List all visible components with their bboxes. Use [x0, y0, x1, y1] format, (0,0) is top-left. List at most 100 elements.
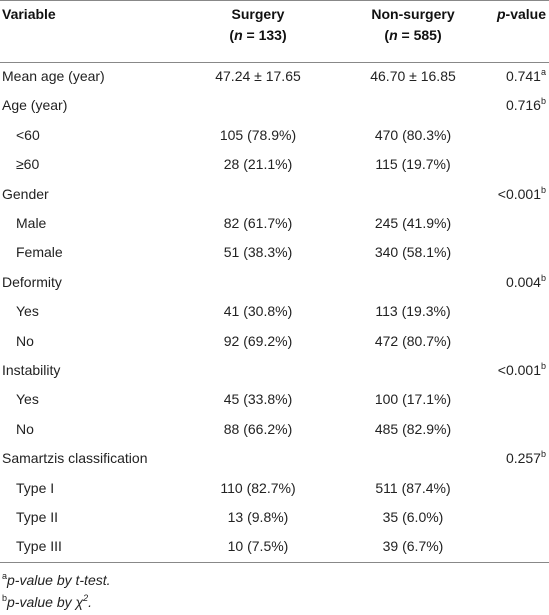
cell-value: 113 (19.3%)	[313, 302, 513, 320]
header-text: n	[234, 27, 243, 43]
cell-text: No	[16, 332, 34, 349]
cell-text: Instability	[2, 362, 61, 378]
cell-text: 0.741	[505, 68, 541, 84]
cell-text: 100 (17.1%)	[374, 391, 452, 408]
cell-text: 88 (66.2%)	[223, 420, 293, 437]
header-cell: Variable	[2, 5, 56, 23]
cell-text: 0.257	[505, 450, 541, 467]
cell-text: 47.24 ± 17.65	[215, 68, 301, 84]
cell-value: 0.741a	[506, 67, 546, 85]
header-text: (	[384, 27, 390, 43]
footnote-text: .	[88, 594, 93, 610]
cell-text: 472 (80.7%)	[374, 332, 452, 349]
footnote: ap-value by t-test.	[2, 571, 111, 589]
cell-text: Type II	[16, 509, 59, 525]
footnote-text: p-value by χ	[7, 594, 84, 610]
cell-value: <0.001b	[498, 185, 546, 203]
row-label: No	[16, 332, 34, 350]
cell-value: 47.24 ± 17.65	[158, 67, 358, 85]
row-label: Type I	[16, 479, 54, 497]
cell-value: 0.004b	[506, 273, 546, 291]
cell-text: Samartzis classification	[2, 450, 148, 467]
cell-text: <0.001	[497, 185, 541, 202]
header-text: p	[496, 6, 506, 22]
footnote-text: b	[2, 593, 8, 603]
cell-text: 10 (7.5%)	[227, 538, 289, 555]
bottom-rule	[0, 562, 549, 563]
cell-text: 35 (6.0%)	[382, 509, 444, 525]
cell-text: 28 (21.1%)	[223, 156, 293, 173]
cell-text: 485 (82.9%)	[374, 420, 452, 437]
cell-text: Mean age (year)	[2, 68, 105, 84]
cell-value: 51 (38.3%)	[158, 243, 358, 261]
footnote-text: 2	[83, 593, 89, 603]
row-label: <60	[16, 126, 40, 144]
cell-text: 82 (61.7%)	[223, 215, 293, 231]
cell-text: 46.70 ± 16.85	[370, 68, 456, 84]
row-label: Yes	[16, 390, 39, 408]
row-label: Instability	[2, 361, 60, 379]
footnote-mark: b	[540, 361, 546, 371]
header-text: Variable	[2, 6, 56, 22]
cell-value: 0.716b	[506, 96, 546, 114]
cell-value: 470 (80.3%)	[313, 126, 513, 144]
cell-value: 485 (82.9%)	[313, 420, 513, 438]
cell-value: 105 (78.9%)	[158, 126, 358, 144]
cell-text: 105 (78.9%)	[219, 126, 297, 143]
cell-value: 472 (80.7%)	[313, 332, 513, 350]
row-label: Female	[16, 243, 63, 261]
header-rule	[0, 62, 549, 63]
cell-text: Yes	[16, 391, 39, 408]
cell-text: <0.001	[497, 362, 541, 378]
cell-value: 35 (6.0%)	[313, 508, 513, 526]
cell-value: 45 (33.8%)	[158, 390, 358, 408]
footnote-text: a	[2, 571, 8, 581]
footnote-mark: b	[540, 449, 546, 460]
cell-value: 115 (19.7%)	[313, 155, 513, 173]
header-text: -value	[505, 6, 546, 22]
top-rule	[0, 0, 549, 1]
header-cell: Surgery	[158, 5, 358, 23]
cell-text: 0.716	[505, 97, 541, 114]
footnote-mark: a	[540, 67, 546, 77]
cell-text: 511 (87.4%)	[375, 479, 451, 496]
row-label: Gender	[2, 185, 49, 203]
header-text: Surgery	[231, 6, 285, 22]
cell-text: <60	[16, 126, 40, 143]
cell-value: 110 (82.7%)	[158, 479, 358, 497]
row-label: ≥60	[16, 155, 39, 173]
cell-text: Gender	[2, 185, 49, 202]
cell-text: Type I	[16, 479, 55, 496]
header-text: n	[389, 27, 398, 43]
row-label: Type III	[16, 537, 62, 555]
cell-text: 39 (6.7%)	[382, 538, 444, 555]
cell-value: <0.001b	[498, 361, 546, 379]
cell-value: 28 (21.1%)	[158, 155, 358, 173]
cell-value: 82 (61.7%)	[158, 214, 358, 232]
cell-text: 92 (69.2%)	[223, 332, 293, 349]
cell-text: 110 (82.7%)	[220, 479, 296, 496]
cell-value: 511 (87.4%)	[313, 479, 513, 497]
row-label: Male	[16, 214, 46, 232]
cell-value: 340 (58.1%)	[313, 243, 513, 261]
header-text: (	[229, 27, 235, 43]
cell-value: 0.257b	[506, 449, 546, 467]
footnote-mark: b	[540, 96, 546, 107]
cell-text: Yes	[16, 303, 39, 320]
cell-value: 10 (7.5%)	[158, 537, 358, 555]
cell-text: Type III	[16, 538, 62, 555]
cell-value: 13 (9.8%)	[158, 508, 358, 526]
cell-text: 113 (19.3%)	[375, 303, 451, 320]
cell-text: Female	[16, 244, 63, 261]
cell-text: 13 (9.8%)	[227, 509, 289, 525]
cell-value: 88 (66.2%)	[158, 420, 358, 438]
header-cell: Non-surgery	[313, 5, 513, 23]
cell-value: 245 (41.9%)	[313, 214, 513, 232]
cell-text: No	[16, 420, 34, 437]
cell-text: Male	[16, 215, 47, 231]
cell-text: 245 (41.9%)	[374, 215, 452, 231]
cell-text: 340 (58.1%)	[374, 244, 452, 261]
cell-value: 46.70 ± 16.85	[313, 67, 513, 85]
cell-value: 100 (17.1%)	[313, 390, 513, 408]
